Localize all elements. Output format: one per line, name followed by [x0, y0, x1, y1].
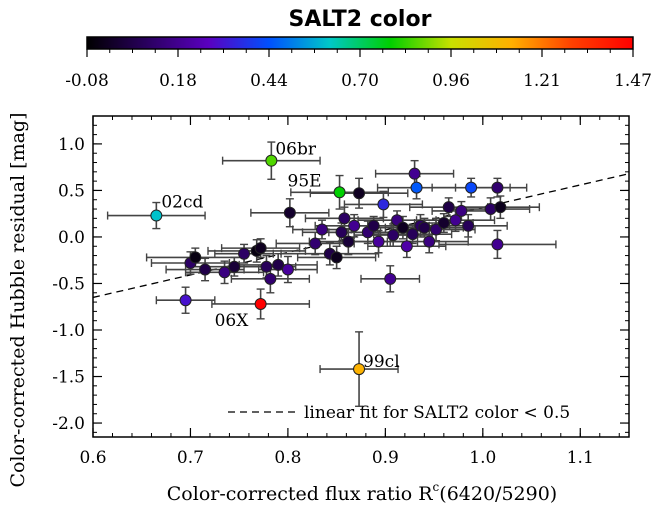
data-point [353, 363, 366, 376]
data-point [199, 263, 212, 276]
point-label: 95E [288, 171, 322, 191]
data-point [367, 219, 380, 232]
data-point [400, 240, 413, 253]
data-point [218, 266, 231, 279]
data-point [406, 228, 419, 241]
point-label: 99cl [363, 352, 400, 372]
y-tick-label: 0.0 [58, 228, 85, 248]
data-point [491, 181, 504, 194]
data-point [377, 198, 390, 211]
data-point [330, 251, 343, 264]
x-tick-label: 0.9 [372, 448, 399, 468]
x-tick-label: 0.8 [274, 448, 301, 468]
point-labels: 02cd 06br 95E 06X 99cl [161, 140, 399, 372]
error-bars [106, 141, 557, 407]
data-point [254, 297, 267, 310]
colorbar-tick-label: 1.21 [523, 71, 561, 91]
data-point [484, 203, 497, 216]
y-tick-label: -0.5 [52, 274, 85, 294]
y-tick-label: -1.0 [52, 321, 85, 341]
y-tick-label: -2.0 [52, 414, 85, 434]
y-tick-label: 1.0 [58, 135, 85, 155]
data-point [353, 187, 366, 200]
data-point [228, 260, 241, 273]
data-point [338, 212, 351, 225]
colorbar-tick-label: 0.70 [341, 71, 379, 91]
data-point [335, 226, 348, 239]
data-point [283, 206, 296, 219]
data-point [494, 201, 507, 214]
x-tick-label: 1.0 [469, 448, 496, 468]
data-point [465, 181, 478, 194]
data-point [396, 221, 409, 234]
x-axis-label-suffix: (6420/5290) [439, 483, 557, 505]
colorbar-ticks: -0.08 0.18 0.44 0.70 0.96 1.21 1.47 [65, 49, 652, 91]
data-point [418, 221, 431, 234]
colorbar-title: SALT2 color [289, 7, 432, 32]
y-tick-label: -1.5 [52, 368, 85, 388]
data-point [272, 258, 285, 271]
data-point [408, 167, 421, 180]
data-point [410, 181, 423, 194]
y-axis-label: Color-corrected Hubble residual [mag] [7, 112, 29, 487]
data-points [150, 154, 507, 376]
x-tick-label: 0.7 [177, 448, 204, 468]
point-label: 02cd [161, 193, 203, 213]
x-axis-label-sup: c [433, 480, 440, 494]
data-point [309, 237, 322, 250]
colorbar [86, 36, 634, 50]
data-point [442, 201, 455, 214]
data-point [264, 272, 277, 285]
data-point [265, 154, 278, 167]
data-point [254, 242, 267, 255]
point-label: 06br [275, 140, 317, 160]
colorbar-tick-label: 1.47 [614, 71, 652, 91]
data-point [281, 263, 294, 276]
x-tick-label: 1.1 [567, 448, 594, 468]
colorbar-tick-label: 0.18 [159, 71, 197, 91]
data-point [342, 235, 355, 248]
colorbar-tick-label: 0.44 [250, 71, 288, 91]
data-point [179, 294, 192, 307]
data-point [387, 229, 400, 242]
data-point [423, 235, 436, 248]
data-point [449, 214, 462, 227]
data-point [316, 223, 329, 236]
x-axis-label: Color-corrected flux ratio Rc(6420/5290) [167, 480, 557, 505]
colorbar-tick-label: -0.08 [65, 71, 109, 91]
colorbar-tick-label: 0.96 [432, 71, 470, 91]
data-point [384, 272, 397, 285]
data-point [430, 223, 443, 236]
data-point [333, 186, 346, 199]
point-label: 06X [215, 311, 250, 331]
data-point [260, 260, 273, 273]
data-point [462, 219, 475, 232]
fit-line [92, 173, 630, 299]
plot-frame [92, 115, 630, 438]
legend-label: linear fit for SALT2 color < 0.5 [304, 403, 570, 423]
data-point [372, 235, 385, 248]
data-point [150, 209, 163, 222]
data-point [437, 217, 450, 229]
data-point [348, 219, 361, 232]
data-point [189, 251, 202, 264]
y-tick-label: 0.5 [58, 181, 85, 201]
x-tick-label: 0.6 [79, 448, 106, 468]
data-point [455, 204, 468, 217]
data-point [491, 238, 504, 251]
x-axis-label-main: Color-corrected flux ratio R [167, 483, 433, 505]
data-point [238, 247, 251, 260]
